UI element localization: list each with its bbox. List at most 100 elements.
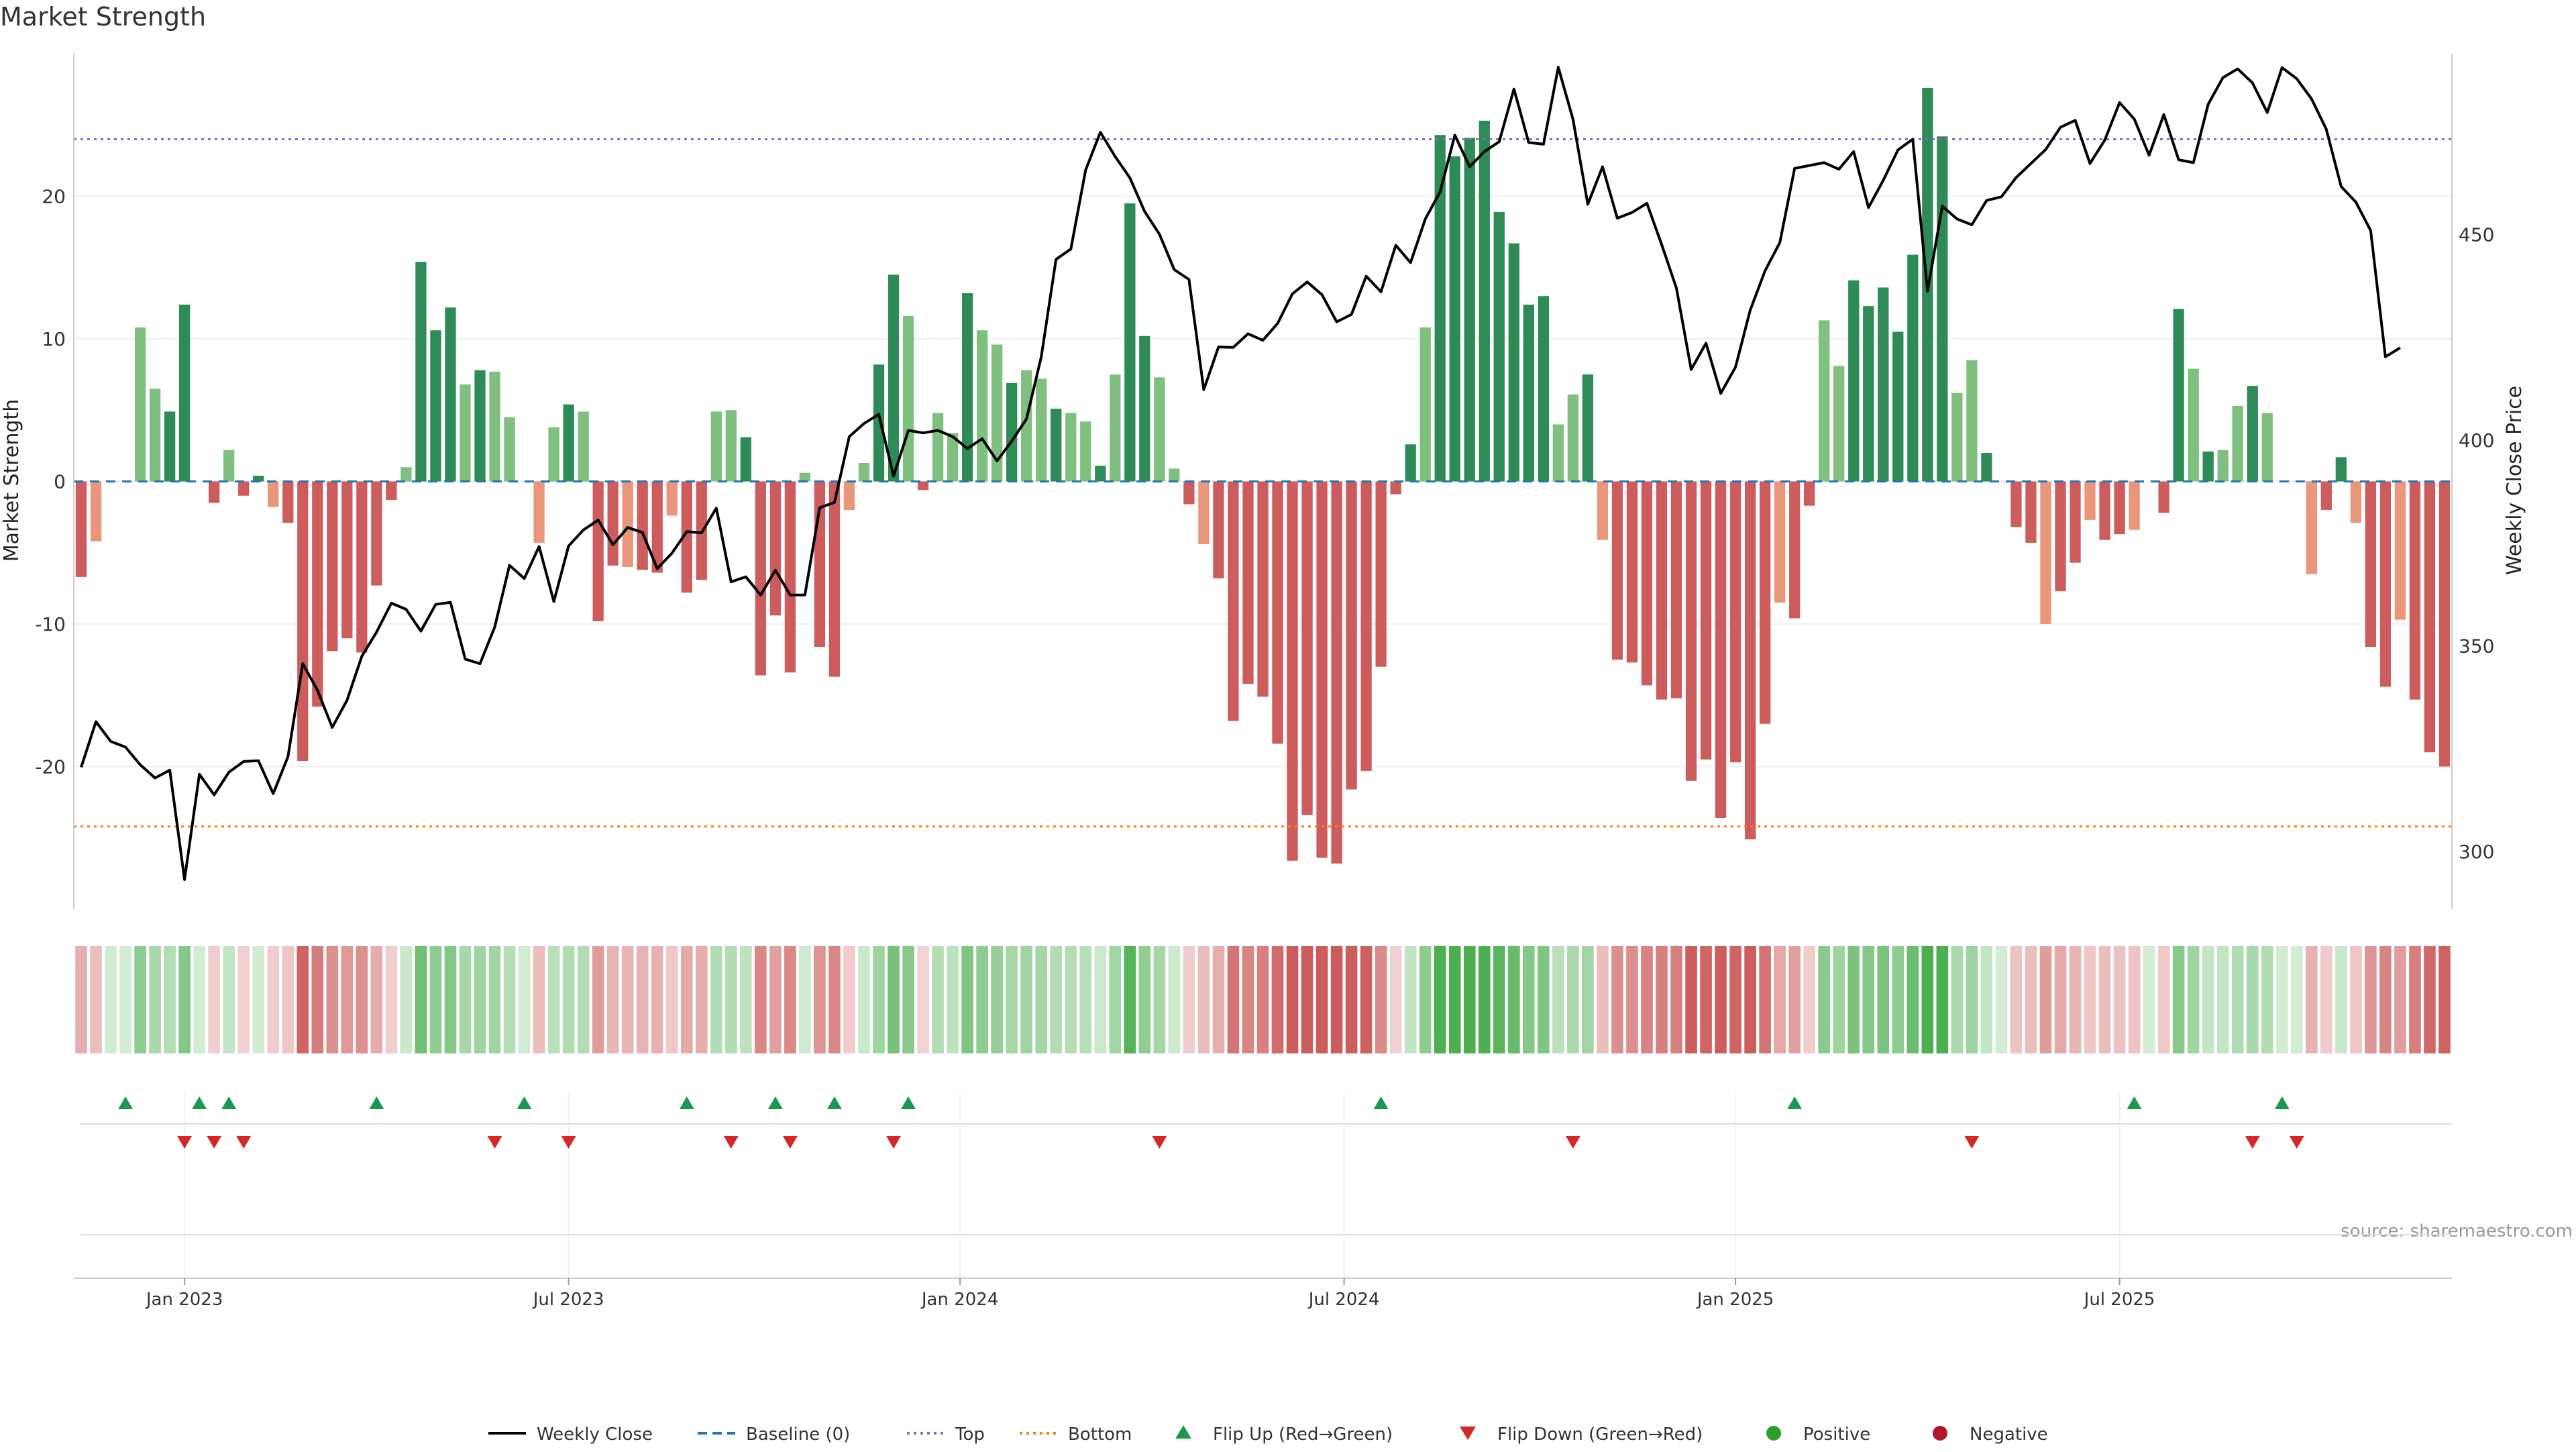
strength-bar	[1597, 481, 1609, 540]
strip-cell	[1995, 946, 2008, 1053]
legend-item: Weekly Close	[488, 1424, 653, 1445]
y2-axis-label: Weekly Close Price	[2503, 386, 2526, 575]
legend-swatch	[1766, 1426, 1781, 1441]
strength-bar	[1863, 306, 1874, 482]
strength-bar	[1759, 481, 1771, 724]
strip-cell	[1404, 946, 1417, 1053]
y-tick-label: -10	[35, 613, 66, 635]
strength-bar	[1346, 481, 1357, 790]
strip-cell	[2424, 946, 2436, 1053]
strip-cell	[2365, 946, 2377, 1053]
y-tick-label: 0	[54, 471, 66, 493]
strip-cell	[1065, 946, 1077, 1053]
strength-bar	[843, 481, 855, 510]
strength-bar	[460, 384, 471, 482]
strength-bar	[961, 293, 973, 482]
legend-swatch	[1933, 1426, 1947, 1441]
strength-bar	[1685, 481, 1697, 781]
strength-bar	[1715, 481, 1727, 818]
strip-cell	[1434, 946, 1446, 1053]
strip-cell	[2350, 946, 2362, 1053]
flip-up-marker	[2274, 1096, 2290, 1109]
strip-cell	[1242, 946, 1254, 1053]
strength-bar	[2232, 405, 2243, 482]
strip-cell	[858, 946, 870, 1053]
y2-tick-label: 300	[2459, 841, 2494, 863]
strip-cell	[444, 946, 457, 1053]
strength-bar	[504, 417, 515, 482]
strength-bar	[1670, 481, 1682, 698]
strength-bar	[1848, 280, 1860, 482]
strength-bar	[1641, 481, 1653, 686]
strength-bar	[223, 450, 235, 482]
strip-cell	[2394, 946, 2406, 1053]
strip-cell	[888, 946, 900, 1053]
strength-bar	[75, 481, 87, 577]
strength-bar	[681, 481, 692, 593]
y-tick-label: -20	[35, 756, 66, 778]
strength-bar	[2306, 481, 2317, 574]
strength-bar	[1937, 136, 1948, 482]
strength-bar	[888, 274, 900, 482]
strength-bar	[1242, 481, 1254, 684]
strip-cell	[991, 946, 1003, 1053]
strength-bar	[2158, 481, 2169, 513]
legend-label: Positive	[1803, 1424, 1870, 1445]
strength-bar	[238, 481, 250, 496]
strip-cell	[1818, 946, 1831, 1053]
strength-bar	[622, 481, 633, 567]
flip-down-marker	[1565, 1136, 1580, 1149]
strip-cell	[1478, 946, 1491, 1053]
legend-item: Flip Down (Green→Red)	[1460, 1424, 1703, 1445]
strength-bar	[2114, 481, 2125, 535]
strength-bar	[1523, 305, 1534, 482]
strength-bar	[2424, 481, 2436, 753]
strip-cell	[2320, 946, 2332, 1053]
strip-cell	[429, 946, 442, 1053]
strength-bar	[1287, 481, 1298, 861]
strip-cell	[873, 946, 885, 1053]
flip-up-marker	[192, 1096, 207, 1109]
strength-bar	[2010, 481, 2022, 527]
strip-cell	[1980, 946, 1993, 1053]
strip-cell	[1286, 946, 1299, 1053]
strip-cell	[1862, 946, 1875, 1053]
strip-cell	[341, 946, 354, 1053]
strip-cell	[311, 946, 324, 1053]
strip-cell	[725, 946, 737, 1053]
strip-cell	[1153, 946, 1166, 1053]
strength-bar	[932, 413, 944, 482]
y2-tick-label: 450	[2459, 224, 2494, 246]
strip-cell	[902, 946, 914, 1053]
flip-up-marker	[1373, 1096, 1389, 1109]
strip-cell	[252, 946, 265, 1053]
strip-cell	[1803, 946, 1815, 1053]
legend-item: Positive	[1766, 1424, 1870, 1445]
strength-bar	[2099, 481, 2110, 540]
strength-bar	[578, 411, 589, 482]
strength-bar	[2202, 451, 2214, 482]
strip-cell	[2216, 946, 2229, 1053]
strip-cell	[267, 946, 280, 1053]
legend-item: Baseline (0)	[698, 1424, 850, 1445]
strip-cell	[2290, 946, 2303, 1053]
strength-bar	[710, 411, 722, 482]
strength-bar	[371, 481, 382, 586]
strip-cell	[784, 946, 796, 1053]
lines-layer	[74, 66, 2452, 881]
x-tick-label: Jan 2024	[920, 1290, 999, 1310]
legend-swatch	[1175, 1425, 1191, 1439]
strip-cell	[606, 946, 619, 1053]
flip-down-marker	[886, 1136, 902, 1149]
strip-cell	[1124, 946, 1136, 1053]
strength-bar	[1228, 481, 1239, 721]
strip-cell	[814, 946, 826, 1053]
legend-swatch	[1460, 1427, 1476, 1440]
strip-cell	[1419, 946, 1432, 1053]
strip-cell	[1183, 946, 1195, 1053]
strength-bar	[1449, 156, 1460, 482]
strip-cell	[1006, 946, 1018, 1053]
strength-bar	[1582, 374, 1594, 482]
strip-cell	[651, 946, 663, 1053]
strip-cell	[459, 946, 472, 1053]
